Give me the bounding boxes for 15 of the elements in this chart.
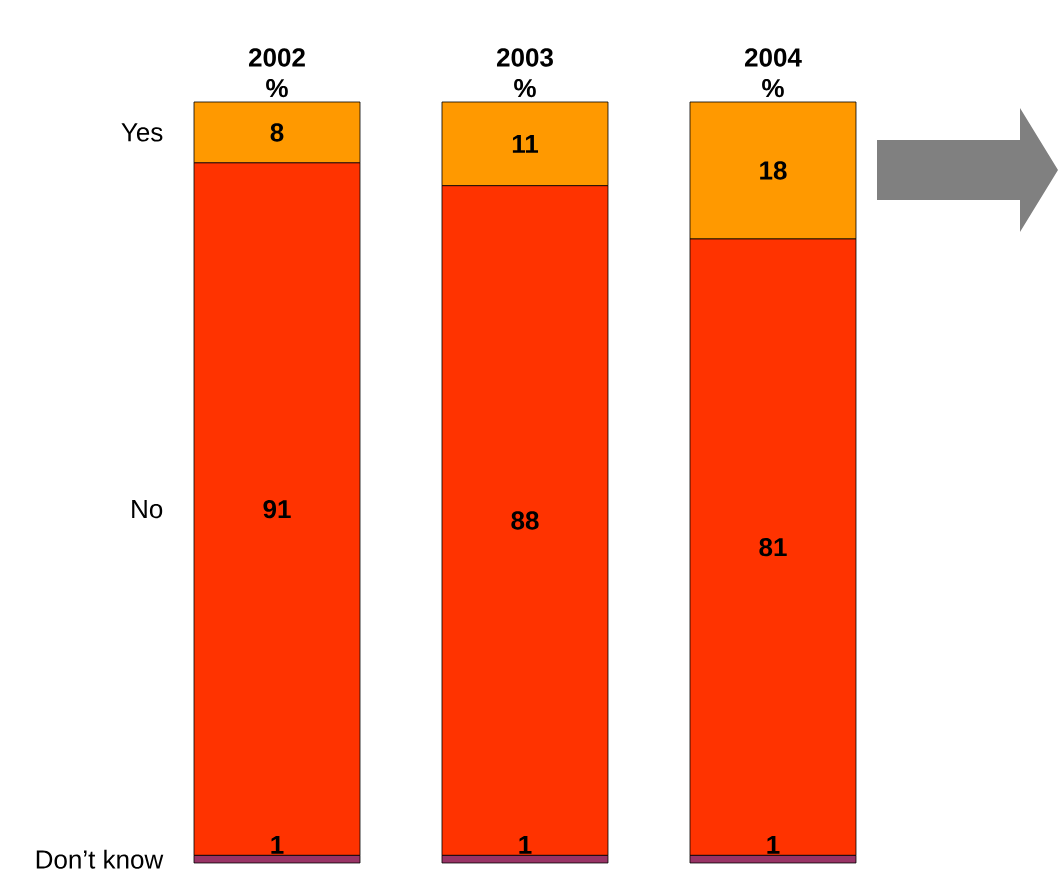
x-tick-label: 2004 % [744,48,802,98]
data-label: 91 [263,499,291,519]
series-label: Yes [121,123,163,142]
x-tick-label: 2003 % [496,48,553,98]
x-tick-label: 2002 % [248,48,305,98]
data-label: 1 [767,835,780,854]
data-label: 88 [511,511,539,530]
data-label: 18 [760,161,787,180]
data-label: 8 [270,123,284,142]
data-label: 1 [519,835,532,854]
data-label: 1 [271,835,284,854]
series-label: No [132,500,163,519]
data-label: 81 [759,537,787,557]
series-label: Don’t know [36,849,164,869]
data-label: 11 [512,134,539,153]
